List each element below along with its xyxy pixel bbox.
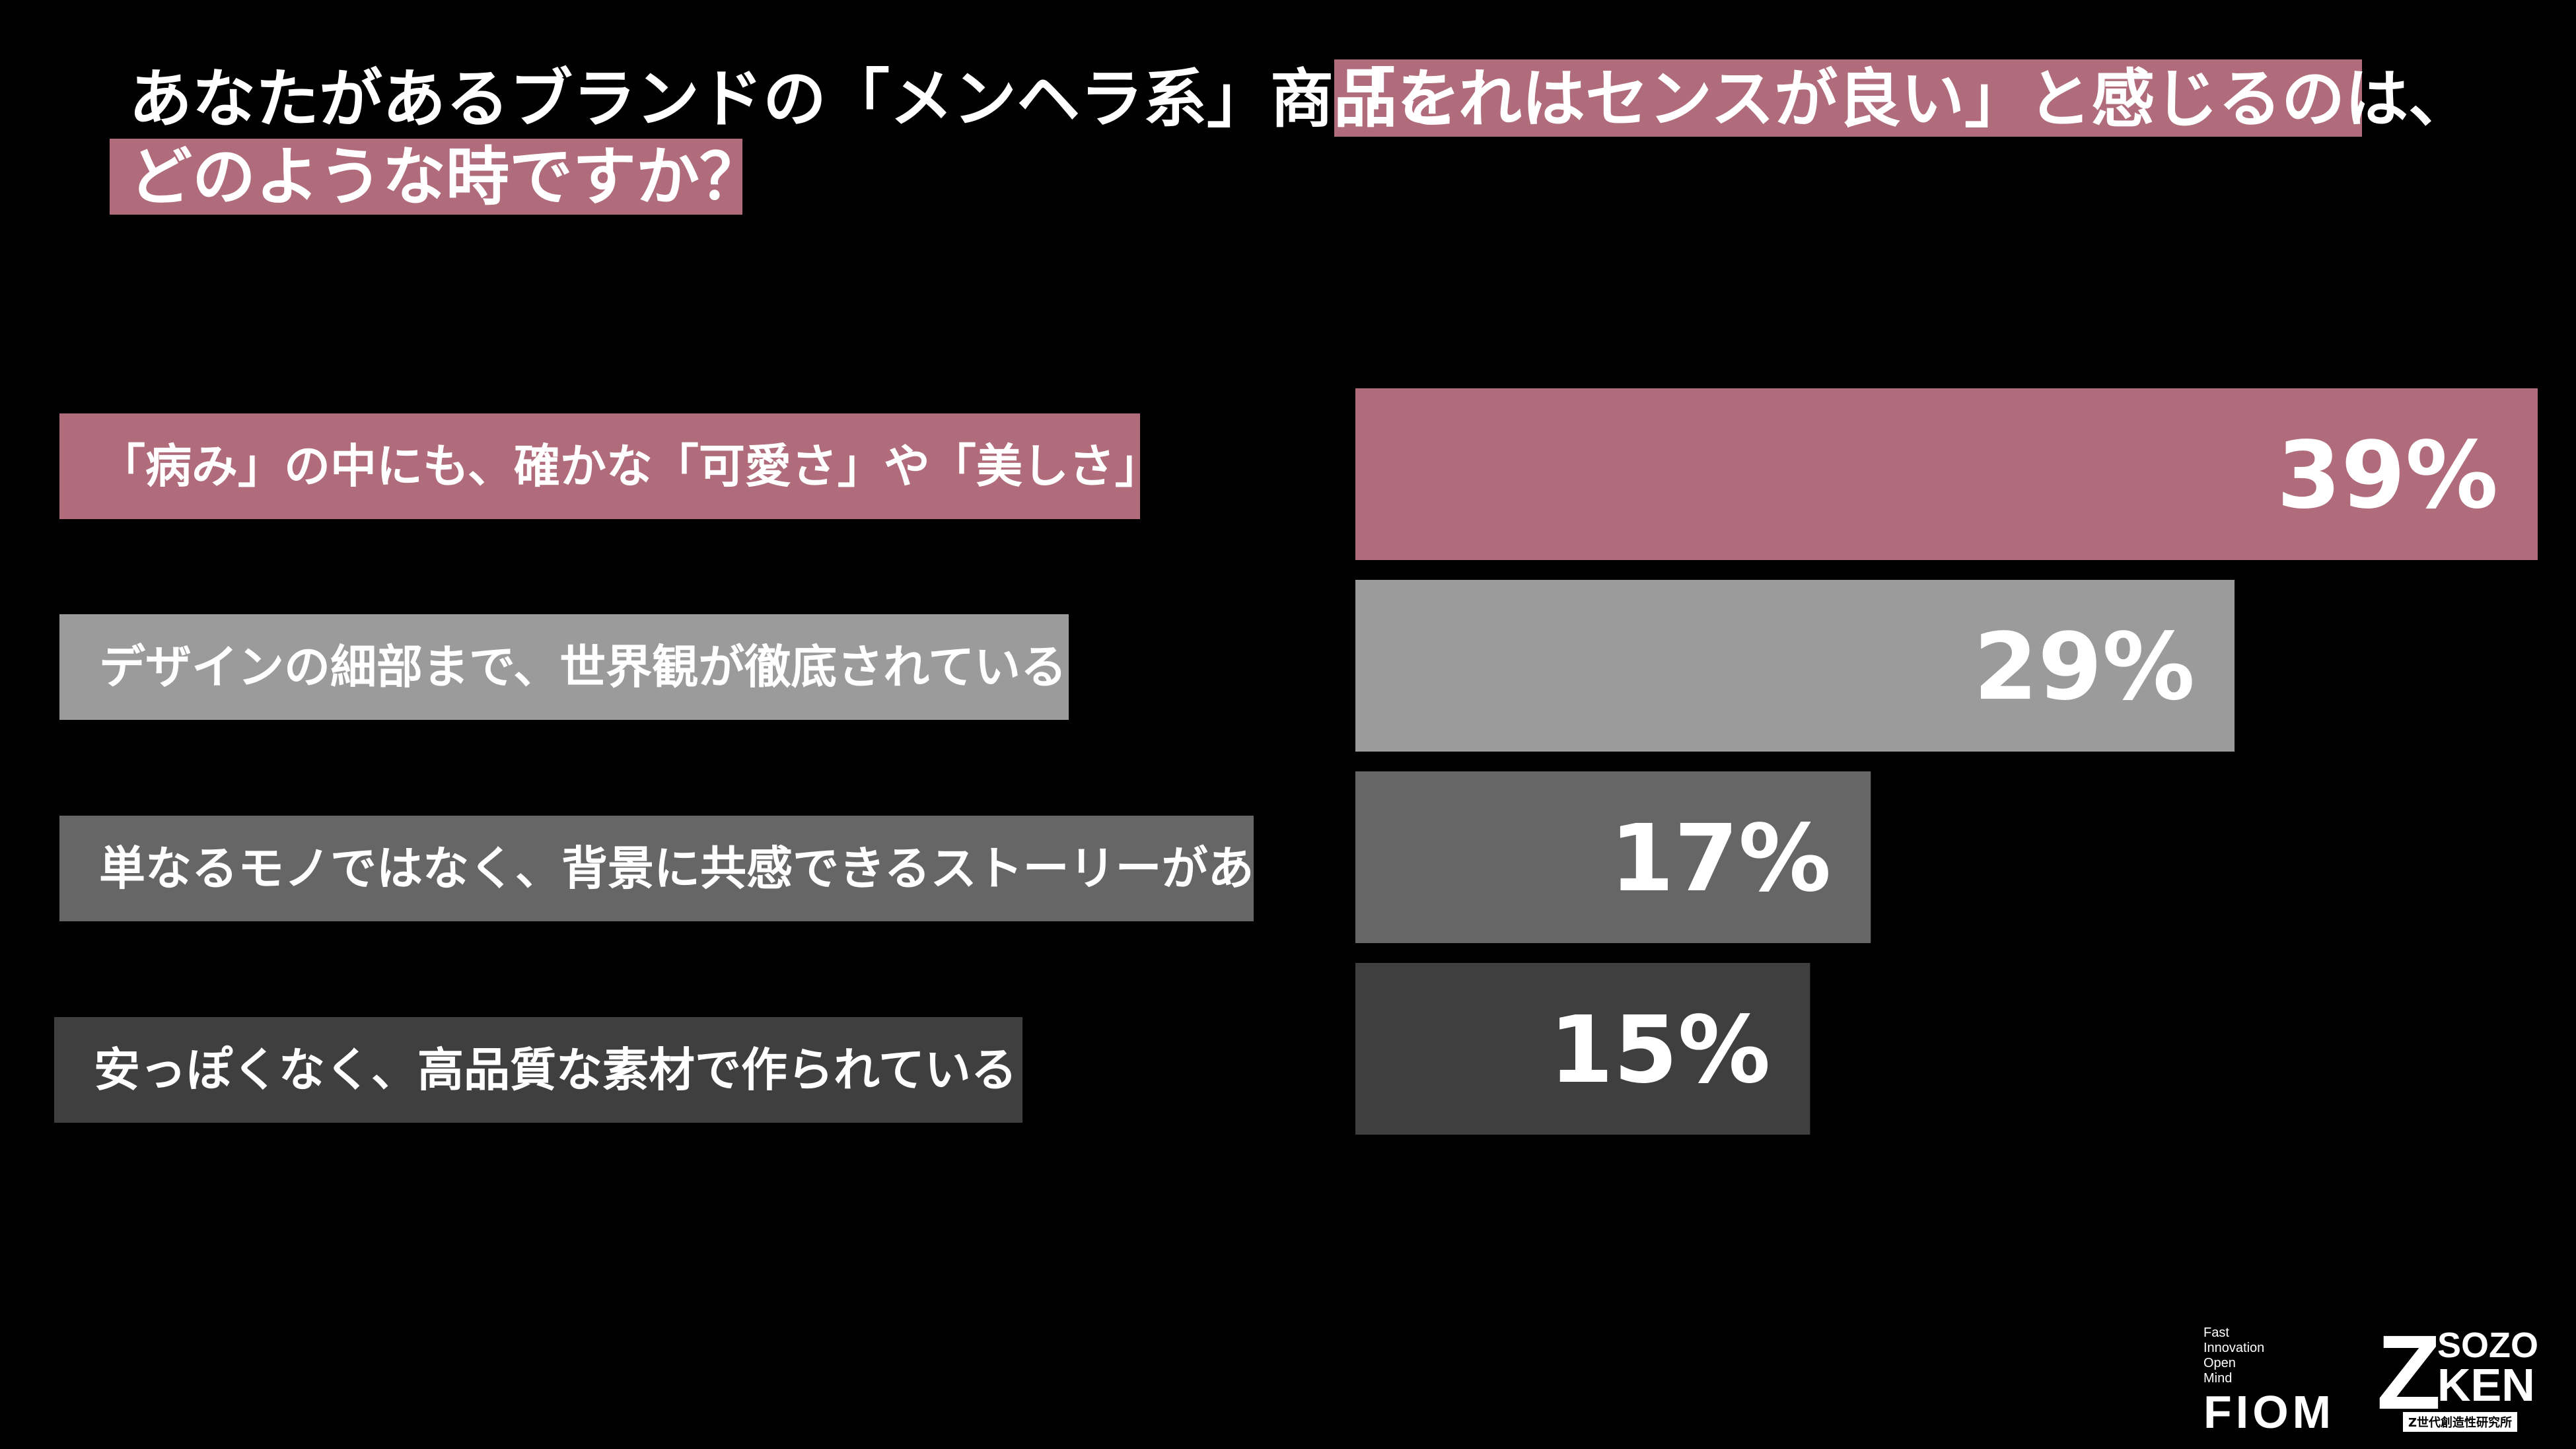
- title-highlight-2: [110, 139, 742, 215]
- question-line1-part2: 「これはセンスが良い」と感じるのは、: [1332, 62, 2472, 136]
- bar-value-label-1: 39%: [2277, 422, 2498, 530]
- bar-value-label-2: 29%: [1974, 614, 2195, 721]
- sozoken-subtitle: Z世代創造性研究所: [2403, 1412, 2518, 1432]
- bar-value-label-3: 17%: [1610, 805, 1831, 913]
- bar-1: [1355, 388, 2538, 560]
- sozoken-z-mark: Z: [2377, 1313, 2441, 1431]
- bar-3: [1355, 771, 1871, 943]
- fiom-tagline: Fast Innovation Open Mind: [2203, 1325, 2265, 1386]
- category-label-2: デザインの細部まで、世界観が徹底されている: [59, 614, 1069, 720]
- bar-value-label-4: 15%: [1549, 997, 1770, 1104]
- category-label-1: 「病み」の中にも、確かな「可愛さ」や「美しさ」がある: [59, 413, 1140, 519]
- category-label-4: 安っぽくなく、高品質な素材で作られている: [54, 1017, 1022, 1123]
- bar-2: [1355, 580, 2235, 752]
- category-label-3: 単なるモノではなく、背景に共感できるストーリーがある: [59, 816, 1254, 921]
- title-highlight-1: [1334, 59, 2362, 137]
- sozoken-ken-text: KEN: [2437, 1359, 2535, 1411]
- question-line2: どのような時ですか？: [129, 140, 763, 214]
- sozoken-logo: Z SOZO KEN Z世代創造性研究所: [2377, 1320, 2539, 1433]
- fiom-wordmark: FIOM: [2203, 1386, 2335, 1438]
- question-line1-part1: あなたがあるブランドの「メンヘラ系」商品を: [129, 62, 1460, 136]
- fiom-logo: Fast Innovation Open Mind FIOM: [2203, 1325, 2335, 1435]
- sozoken-sozo-text: SOZO: [2437, 1325, 2539, 1365]
- bar-4: [1355, 963, 1810, 1135]
